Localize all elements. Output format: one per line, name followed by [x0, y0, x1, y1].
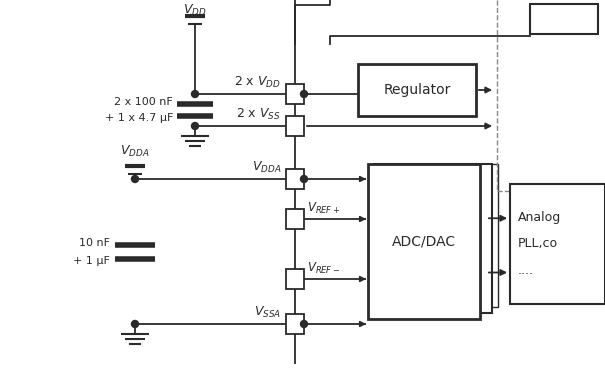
- Bar: [358, 64, 476, 116]
- Circle shape: [301, 321, 307, 328]
- Text: $V_{REF-}$: $V_{REF-}$: [307, 261, 341, 276]
- Text: ADC/DAC: ADC/DAC: [392, 235, 456, 248]
- Bar: [374, 164, 492, 313]
- Circle shape: [301, 91, 307, 98]
- Bar: [286, 269, 304, 289]
- Text: 2 x $V_{SS}$: 2 x $V_{SS}$: [237, 107, 281, 122]
- Bar: [510, 184, 605, 304]
- Text: $V_{SSA}$: $V_{SSA}$: [254, 305, 281, 320]
- Circle shape: [192, 91, 198, 98]
- Text: $V_{DDA}$: $V_{DDA}$: [252, 160, 281, 175]
- Bar: [530, 4, 598, 34]
- Text: 2 x 100 nF: 2 x 100 nF: [114, 97, 173, 107]
- Circle shape: [131, 321, 139, 328]
- Circle shape: [301, 175, 307, 182]
- Text: $V_{DDA}$: $V_{DDA}$: [120, 144, 149, 159]
- Text: ....: ....: [518, 264, 534, 277]
- Circle shape: [192, 122, 198, 129]
- Bar: [368, 164, 480, 319]
- Bar: [286, 84, 304, 104]
- Text: Analog: Analog: [518, 211, 561, 224]
- Text: PLL,co: PLL,co: [518, 237, 558, 250]
- Text: Regulator: Regulator: [384, 83, 451, 97]
- Bar: [286, 209, 304, 229]
- Bar: [380, 164, 498, 307]
- Text: 10 nF: 10 nF: [79, 237, 110, 248]
- Text: 2 x $V_{DD}$: 2 x $V_{DD}$: [234, 75, 281, 90]
- Text: $V_{DD}$: $V_{DD}$: [183, 3, 207, 18]
- Bar: [286, 116, 304, 136]
- Circle shape: [131, 175, 139, 182]
- Bar: [286, 314, 304, 334]
- Text: + 1 μF: + 1 μF: [73, 255, 110, 265]
- Bar: [286, 169, 304, 189]
- Text: + 1 x 4.7 μF: + 1 x 4.7 μF: [105, 113, 173, 123]
- Text: $V_{REF+}$: $V_{REF+}$: [307, 201, 340, 216]
